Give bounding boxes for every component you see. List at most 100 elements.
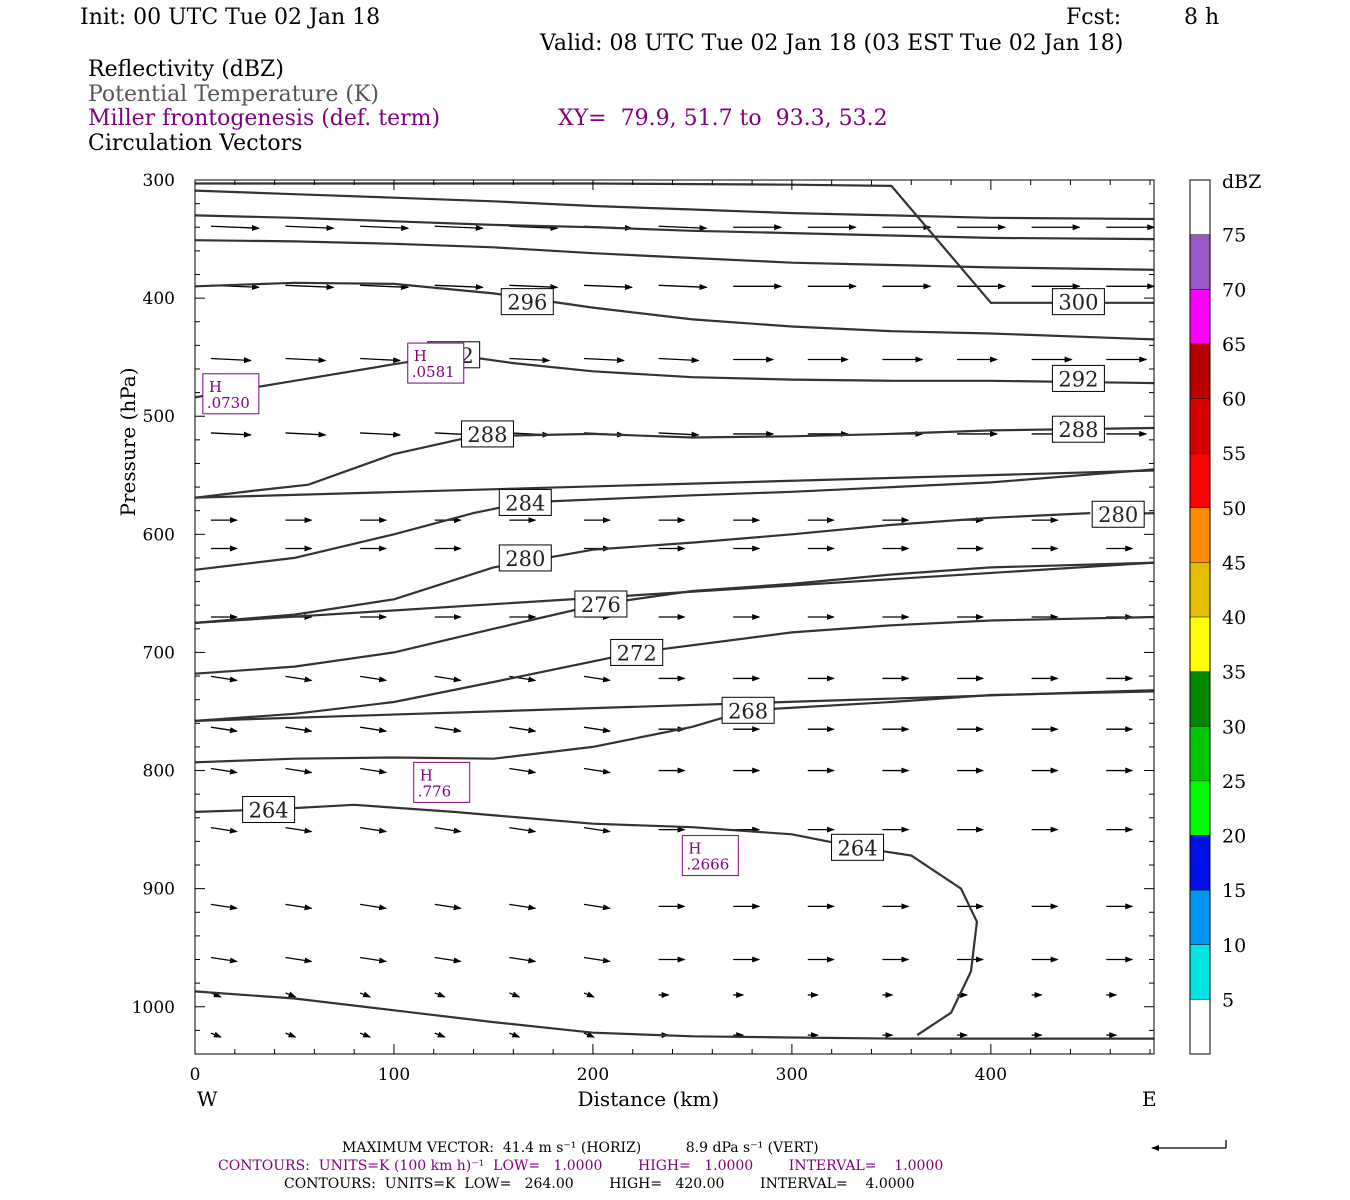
theta-label-box — [610, 638, 664, 666]
colorbar-label: 35 — [1222, 662, 1246, 684]
colorbar-segment — [1190, 398, 1210, 454]
theta-label: 276 — [581, 593, 621, 617]
circulation-vector — [285, 767, 313, 775]
circulation-vector — [360, 903, 388, 911]
circulation-vector — [285, 675, 313, 683]
reference-vector — [1151, 1140, 1227, 1151]
frontogenesis-high-value: .2666 — [686, 856, 729, 874]
y-tick-label: 700 — [143, 643, 175, 663]
theta-label-box — [242, 796, 296, 824]
circulation-vector — [210, 1031, 222, 1038]
circulation-vector — [509, 903, 537, 911]
theta-label: 272 — [617, 641, 657, 665]
axes: 0 100 200 300 400 300 400 500 600 700 800 900 1000 Di… — [116, 171, 1157, 1111]
circulation-vector — [434, 284, 484, 291]
circulation-vector — [210, 726, 238, 734]
colorbar-segment — [1190, 944, 1210, 1000]
theta-contour — [194, 239, 1155, 271]
frontogenesis-high-box — [407, 342, 465, 384]
theta-label-box — [1051, 364, 1105, 392]
theta-contour — [194, 189, 1155, 221]
circulation-vector — [285, 1031, 297, 1038]
west-label: W — [197, 1087, 218, 1111]
x-tick-label: 0 — [190, 1065, 201, 1085]
contours-frontogenesis-text: CONTOURS: UNITS=K (100 km h)⁻¹ LOW= 1.00… — [218, 1158, 944, 1174]
colorbar-segment — [1190, 507, 1210, 563]
circulation-vector — [360, 357, 402, 364]
circulation-vector — [434, 675, 462, 683]
circulation-vector — [360, 224, 410, 231]
frontogenesis-high-box — [681, 835, 739, 877]
frontogenesis-high-label: H — [688, 840, 701, 858]
theta-contour — [194, 469, 1155, 499]
colorbar: 5 10 15 20 25 30 35 40 45 50 55 60 65 70 75 dBZ — [1189, 171, 1261, 1055]
y-tick-label: 900 — [143, 880, 175, 900]
circulation-vector — [583, 284, 633, 291]
y-tick-label: 400 — [143, 289, 175, 309]
circulation-vector — [658, 284, 708, 291]
circulation-vector — [434, 726, 462, 734]
circulation-vector — [509, 284, 559, 291]
theta-label-box — [721, 696, 775, 724]
frontogenesis-high-value: .776 — [418, 782, 451, 800]
theta-label: 280 — [505, 547, 545, 571]
circulation-vector — [285, 284, 335, 291]
colorbar-label: 50 — [1222, 498, 1246, 520]
colorbar-label: 75 — [1222, 225, 1246, 247]
colorbar-segment — [1190, 890, 1210, 945]
circulation-vectors — [210, 224, 1156, 1039]
forecast-hour: 8 h — [1184, 5, 1220, 30]
circulation-vector — [285, 991, 297, 998]
theta-contour — [194, 803, 979, 1037]
theta-label: 288 — [1058, 418, 1098, 442]
colorbar-segment — [1190, 562, 1210, 617]
colorbar-label: 60 — [1222, 389, 1246, 411]
x-tick-label: 200 — [577, 1065, 609, 1085]
theta-label: 284 — [505, 491, 545, 515]
circulation-vector — [583, 767, 611, 775]
legend-reflectivity: Reflectivity (dBZ) — [88, 57, 284, 82]
theta-label-box — [460, 420, 514, 448]
theta-label: 264 — [249, 799, 289, 823]
east-label: E — [1142, 1087, 1157, 1111]
colorbar-label: 40 — [1222, 607, 1246, 629]
circulation-vector — [210, 357, 252, 364]
theta-label: 268 — [728, 699, 768, 723]
colorbar-title: dBZ — [1222, 171, 1261, 193]
circulation-vector — [359, 1031, 372, 1038]
colorbar-label: 25 — [1222, 771, 1246, 793]
colorbar-segment — [1190, 780, 1210, 836]
frontogenesis-high-box — [413, 761, 471, 803]
frontogenesis-high-label: H — [209, 378, 222, 396]
colorbar-segment — [1190, 343, 1210, 399]
circulation-vector — [434, 956, 462, 964]
colorbar-label: 45 — [1222, 552, 1246, 574]
y-axis-label: Pressure (hPa) — [116, 368, 140, 517]
circulation-vector — [434, 991, 446, 998]
colorbar-segment — [1190, 835, 1210, 891]
circulation-vector — [509, 956, 537, 964]
colorbar-label: 10 — [1222, 935, 1246, 957]
colorbar-label: 20 — [1222, 826, 1246, 848]
theta-contour — [194, 561, 1155, 675]
theta-label-box — [1091, 500, 1145, 528]
circulation-vector — [658, 431, 700, 438]
circulation-vector — [658, 357, 700, 364]
frontogenesis-high-label: H — [414, 347, 427, 365]
circulation-vector — [210, 767, 238, 775]
colorbar-label: 30 — [1222, 716, 1246, 738]
colorbar-segment — [1190, 726, 1210, 781]
circulation-vector — [360, 767, 388, 775]
theta-label: 264 — [837, 836, 877, 860]
circulation-vector — [359, 991, 372, 998]
x-tick-label: 300 — [776, 1065, 808, 1085]
colorbar-segment — [1190, 453, 1210, 508]
circulation-vector — [360, 956, 388, 964]
circulation-vector — [360, 726, 388, 734]
theta-label: 292 — [1058, 367, 1098, 391]
circulation-vector — [583, 826, 611, 834]
theta-contours — [194, 182, 1155, 1040]
cross-section-xy: XY= 79.9, 51.7 to 93.3, 53.2 — [558, 106, 888, 131]
circulation-vector — [210, 675, 238, 683]
theta-contour — [194, 353, 1155, 399]
